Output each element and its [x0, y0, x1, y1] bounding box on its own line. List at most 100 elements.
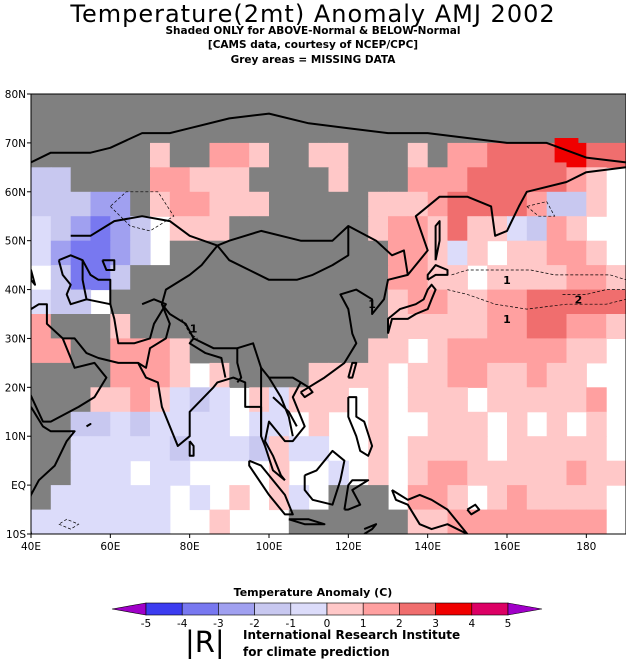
anomaly-cell [546, 94, 568, 119]
anomaly-cell [288, 240, 310, 266]
anomaly-cell [209, 509, 230, 534]
anomaly-cell [110, 191, 131, 217]
anomaly-cell [90, 118, 111, 144]
anomaly-cell [467, 314, 488, 339]
anomaly-cell [269, 240, 290, 266]
anomaly-cell [328, 94, 349, 119]
anomaly-cell [487, 191, 508, 217]
anomaly-cell [90, 314, 111, 339]
contour-line [447, 289, 626, 310]
anomaly-cell [308, 436, 330, 462]
legend-swatch [218, 602, 255, 616]
anomaly-cell [249, 387, 270, 413]
anomaly-cell [546, 240, 568, 266]
anomaly-cell [288, 94, 310, 119]
anomaly-cell [348, 338, 369, 364]
anomaly-cell [229, 436, 250, 462]
anomaly-cell [348, 94, 369, 119]
anomaly-cell [130, 167, 151, 193]
anomaly-cell [368, 167, 389, 193]
anomaly-cell [308, 191, 330, 217]
anomaly-cell [467, 167, 488, 193]
anomaly-cell [467, 216, 488, 242]
anomaly-cell [189, 191, 211, 217]
anomaly-cell [150, 118, 171, 144]
anomaly-cell [507, 436, 528, 462]
anomaly-cell [546, 289, 568, 315]
contour-line [451, 269, 626, 281]
anomaly-cell [526, 289, 548, 315]
anomaly-cell [110, 362, 131, 388]
anomaly-cell [526, 191, 548, 217]
legend-tick-label: -2 [249, 618, 259, 630]
anomaly-cell [427, 265, 449, 291]
contour-label: 1 [190, 323, 198, 336]
anomaly-cell [209, 387, 230, 413]
anomaly-cell [249, 289, 270, 315]
anomaly-cell [586, 436, 607, 462]
anomaly-cell [308, 142, 330, 168]
anomaly-cell [566, 387, 587, 413]
anomaly-cell [169, 167, 191, 193]
coastline-segment [387, 283, 437, 334]
anomaly-cell [90, 436, 111, 462]
anomaly-cell [31, 436, 52, 462]
anomaly-cell [110, 167, 131, 193]
anomaly-cell [189, 216, 211, 242]
anomaly-cell [31, 387, 52, 413]
anomaly-cell [70, 314, 92, 339]
anomaly-cell [566, 460, 587, 486]
anomaly-cell [586, 289, 607, 315]
anomaly-cell [130, 289, 151, 315]
anomaly-cell [507, 314, 528, 339]
anomaly-cell [447, 460, 468, 486]
anomaly-cell [447, 338, 468, 364]
anomaly-cell [507, 387, 528, 413]
legend-swatch [326, 602, 364, 616]
anomaly-cell [546, 314, 568, 339]
coastline-segment [101, 259, 116, 271]
anomaly-cell [189, 411, 211, 437]
anomaly-cell [546, 387, 568, 413]
lon-tick-label: 80E [180, 541, 200, 553]
anomaly-cell [467, 118, 488, 144]
anomaly-cell [328, 289, 349, 315]
coastline-segment [31, 406, 76, 534]
anomaly-cell [447, 167, 468, 193]
lon-tick-label: 180 [576, 541, 596, 553]
anomaly-cell [249, 142, 270, 168]
anomaly-cell [447, 436, 468, 462]
anomaly-cell [427, 485, 449, 511]
anomaly-cell [546, 191, 568, 217]
anomaly-cell [150, 460, 171, 486]
anomaly-cell [507, 362, 528, 388]
anomaly-cell [90, 460, 111, 486]
anomaly-cell [427, 411, 449, 437]
lat-tick-label: 20N [5, 382, 26, 394]
coastline-segment [188, 337, 227, 378]
anomaly-cell [467, 240, 488, 266]
anomaly-cell [526, 387, 548, 413]
anomaly-cell [487, 265, 508, 291]
anomaly-cell [31, 289, 52, 315]
anomaly-cell [249, 362, 270, 388]
legend-tick-label: -3 [213, 618, 223, 630]
contour-line [58, 518, 80, 530]
anomaly-cell [368, 265, 389, 291]
anomaly-cell [348, 509, 369, 534]
legend-swatch [471, 602, 509, 616]
anomaly-cell [130, 338, 151, 364]
anomaly-cell [209, 167, 230, 193]
anomaly-cell [487, 338, 508, 364]
anomaly-cell [407, 265, 429, 291]
anomaly-cell [507, 509, 528, 534]
anomaly-cell [586, 314, 607, 339]
anomaly-cell [269, 265, 290, 291]
anomaly-cell [70, 460, 92, 486]
anomaly-cell [308, 387, 330, 413]
anomaly-cell [31, 314, 52, 339]
anomaly-cell [368, 142, 389, 168]
lat-tick-label: 80N [5, 89, 26, 101]
legend-tick-label: 0 [324, 618, 331, 630]
anomaly-cell [447, 216, 468, 242]
